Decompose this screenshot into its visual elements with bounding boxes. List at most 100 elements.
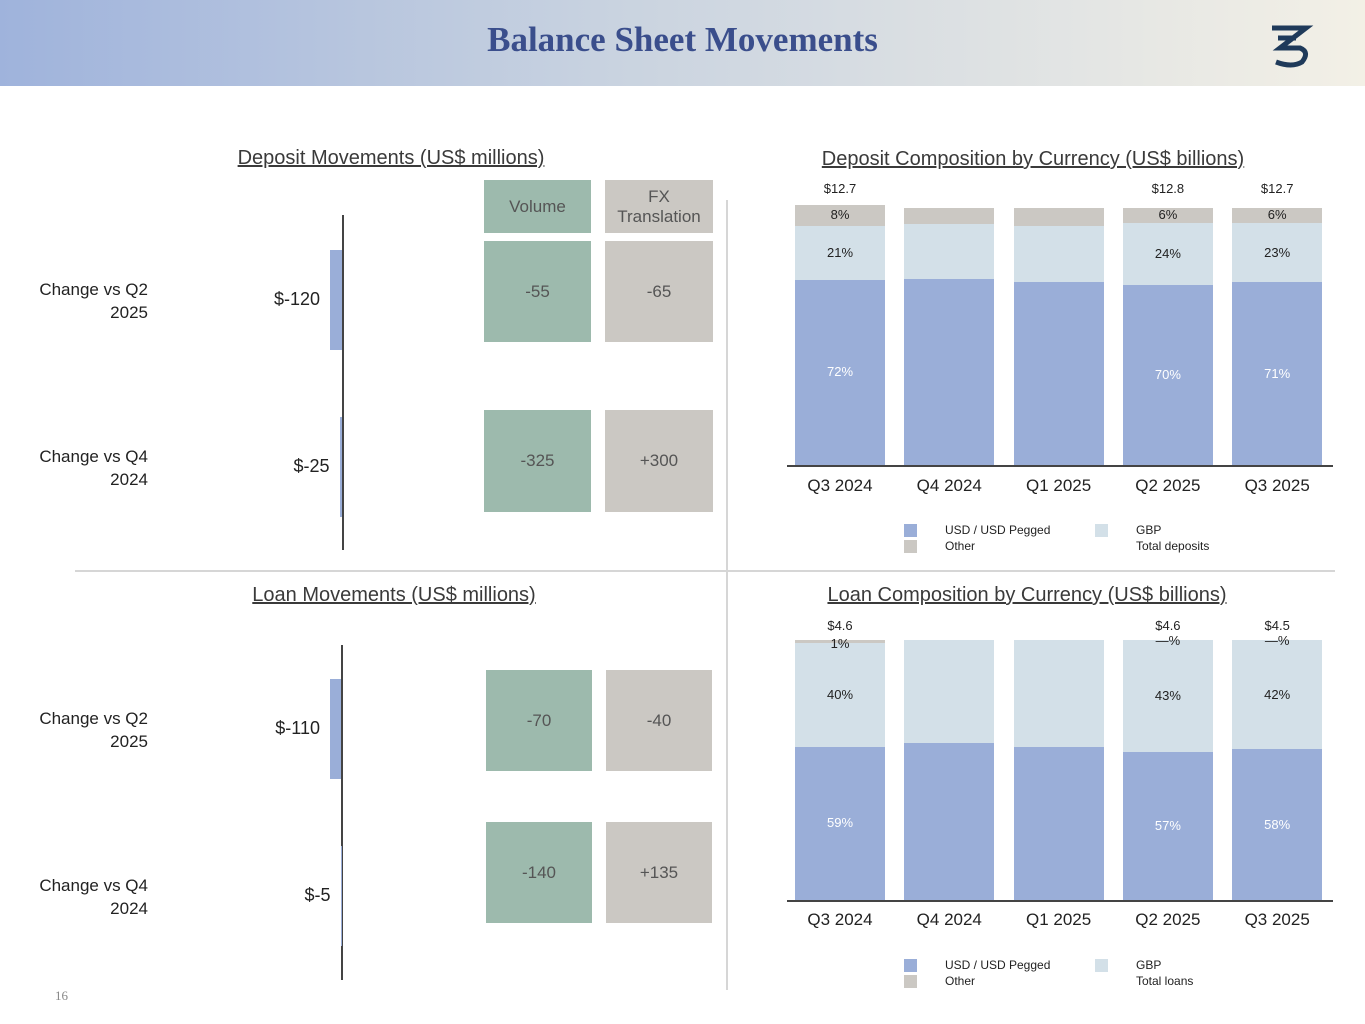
total-label: $12.7 [1260,181,1294,196]
bar-segment [795,640,885,643]
chart-title: Loan Movements (US$ millions) [252,584,536,606]
category-label: Change vs Q2 2025 [39,709,148,751]
bar-segment [1122,640,1213,752]
x-tick-label: Q4 2024 [916,476,982,495]
data-label: 23% [1264,244,1291,260]
bar-segment [1122,284,1213,465]
data-label: 24% [1154,245,1181,261]
legend-label: USD / USD Pegged [945,958,1051,972]
bar [330,250,342,350]
x-tick-label: Q3 2025 [1244,910,1310,929]
value-box: -140 [486,822,592,923]
bar-segment [1232,223,1323,283]
legend-swatch [1095,524,1108,537]
x-tick-label: Q1 2025 [1025,910,1092,929]
chart-title: Loan Composition by Currency (US$ billio… [827,584,1227,606]
value-box: +300 [605,410,713,512]
chart-title: Deposit Composition by Currency (US$ bil… [821,148,1245,170]
category-label: Change vs Q2 2025 [39,280,148,322]
bar-segment [795,746,885,900]
bar-segment [904,223,995,279]
legend-swatch [904,524,917,537]
bar-segment [1122,751,1213,900]
value-box: -65 [605,241,713,342]
x-tick-label: Q3 2025 [1244,476,1310,495]
divider [726,200,728,990]
legend-swatch [904,975,917,988]
axis-line [787,900,1333,902]
data-label: 42% [1264,686,1291,702]
value-box: -70 [486,670,592,771]
bar-segment [904,207,995,224]
data-label: —% [1264,633,1290,648]
total-label: $12.8 [1151,181,1185,196]
data-label: 71% [1264,365,1291,381]
legend-label: Other [945,539,976,553]
data-label: 58% [1264,816,1291,832]
x-tick-label: Q1 2025 [1025,476,1092,495]
bar-segment [1013,747,1104,900]
x-tick-label: Q3 2024 [807,476,873,495]
data-label: 57% [1154,817,1181,833]
bar-segment [1122,223,1213,285]
page-number: 16 [55,988,68,1003]
total-label: $-25 [293,456,330,476]
data-label: 1% [830,636,850,651]
bar-segment [904,742,995,900]
data-label: 72% [826,364,854,380]
total-label: $12.7 [823,181,857,196]
total-label: $-110 [275,718,320,738]
axis-line [342,215,344,550]
data-label: 43% [1154,687,1181,703]
total-label: $-5 [304,885,331,905]
total-label: $4.5 [1264,618,1290,633]
value-box: -40 [606,670,712,771]
axis-line [341,645,343,980]
data-label: —% [1155,633,1181,648]
legend-label: Total deposits [1136,539,1210,553]
bar [330,679,341,779]
category-label: Change vs Q4 2024 [39,876,148,918]
legend-swatch [1095,959,1108,972]
data-label: 6% [1267,207,1287,223]
bar-segment [795,205,885,226]
x-tick-label: Q2 2025 [1135,476,1201,495]
axis-line [787,465,1333,467]
data-label: 70% [1154,366,1181,382]
x-tick-label: Q4 2024 [916,910,982,929]
data-label: 40% [826,686,854,702]
legend-swatch [904,959,917,972]
data-label: 6% [1158,207,1178,223]
divider [75,570,1335,572]
value-box: -325 [484,410,591,512]
bar-segment [1122,207,1213,223]
legend-label: Other [945,974,976,988]
bar-segment [904,278,995,465]
bar-segment [1232,207,1323,223]
bar-segment [795,642,885,747]
bar [339,417,342,517]
column-header: Volume [484,180,591,233]
data-label: 21% [826,244,854,260]
legend-swatch [904,540,917,553]
bar-segment [795,225,885,280]
bar-segment [1013,281,1104,465]
bar-segment [1013,640,1104,748]
total-label: $-120 [273,289,320,309]
slide-title: Balance Sheet Movements [487,20,878,59]
chart-title: Deposit Movements (US$ millions) [237,147,545,169]
bar-segment [1232,640,1323,750]
bar-segment [795,279,885,465]
legend-label: GBP [1136,523,1162,537]
legend-label: Total loans [1136,974,1194,988]
legend-label: USD / USD Pegged [945,523,1051,537]
total-label: $4.6 [827,618,853,633]
bar-segment [904,640,995,743]
data-label: 8% [830,207,850,223]
legend-label: GBP [1136,958,1162,972]
data-label: 59% [826,815,854,831]
value-box: -55 [484,241,591,342]
x-tick-label: Q2 2025 [1135,910,1201,929]
bar [340,846,341,946]
